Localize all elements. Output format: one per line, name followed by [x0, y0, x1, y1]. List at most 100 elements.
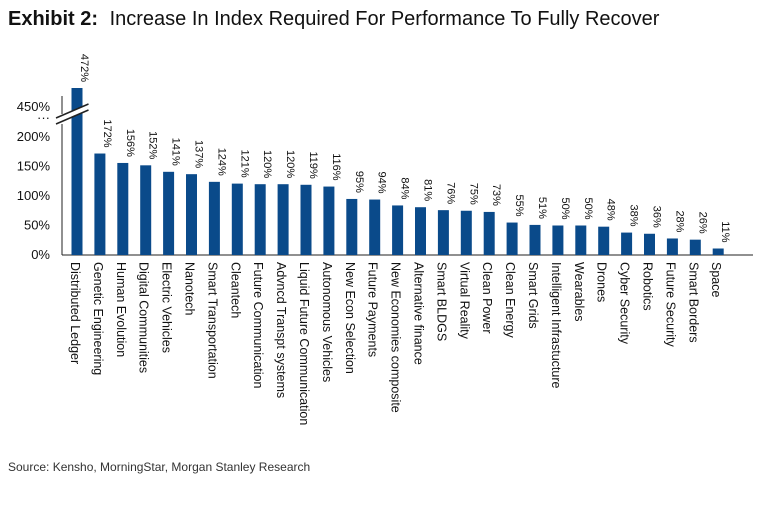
data-label: 48% [605, 199, 617, 221]
category-label: Autonomous Vehicles [320, 262, 334, 382]
category-label: Robotics [641, 262, 655, 311]
bar [552, 225, 564, 255]
y-tick-label: 150% [17, 159, 51, 174]
y-tick-label: ··· [37, 110, 50, 125]
category-label: Genetic Engineering [91, 262, 105, 375]
category-label: Electric Vehicles [160, 262, 174, 353]
category-label: Human Evolution [114, 262, 128, 357]
axis-break-gap [56, 104, 89, 124]
data-label: 137% [193, 140, 205, 168]
data-label: 152% [147, 131, 159, 159]
data-label: 172% [101, 119, 113, 147]
data-label: 124% [215, 148, 227, 176]
category-label: New Economies composite [389, 262, 403, 413]
y-tick-label: 50% [24, 218, 50, 233]
category-label: Wearables [572, 262, 586, 322]
category-label: Digital Communities [137, 262, 151, 373]
category-label: New Econ Selection [343, 262, 357, 374]
category-label: Intelligent Infrastucture [549, 262, 563, 389]
y-tick-label: 100% [17, 188, 51, 203]
category-label: Smart Borders [686, 262, 700, 343]
category-label: Nanotech [183, 262, 197, 316]
data-label: 116% [330, 153, 342, 181]
bar [460, 210, 472, 255]
title-text: Increase In Index Required For Performan… [109, 8, 660, 30]
axis-break-line [55, 109, 89, 125]
data-label: 141% [170, 138, 182, 166]
data-label: 55% [513, 195, 525, 217]
data-label: 119% [307, 151, 319, 179]
category-label: Cyber Security [618, 262, 632, 345]
category-label: Clean Energy [503, 262, 517, 338]
data-label: 95% [353, 171, 365, 193]
data-label: 51% [536, 197, 548, 219]
bar [140, 165, 152, 255]
source-note: Source: Kensho, MorningStar, Morgan Stan… [8, 460, 311, 474]
y-tick-label: 0% [31, 247, 50, 262]
bar [598, 226, 610, 255]
bar [117, 162, 129, 255]
data-label: 156% [124, 129, 136, 157]
bar [254, 184, 266, 255]
bar [644, 233, 655, 255]
bar [300, 184, 312, 255]
exhibit-label: Exhibit 2: [8, 8, 99, 30]
bar [483, 211, 495, 255]
y-tick-label: 200% [17, 129, 51, 144]
bar [231, 183, 243, 255]
bar [666, 238, 678, 255]
category-label: Advncd Transpt systems [274, 262, 288, 398]
category-label: Clean Power [480, 262, 494, 334]
data-label: 472% [78, 54, 90, 82]
category-label: Smart BLDGS [434, 262, 448, 341]
axis-break-line [55, 103, 89, 119]
bar [369, 199, 381, 255]
category-label: Distributed Ledger [68, 262, 82, 364]
data-label: 120% [261, 150, 273, 178]
category-label: Future Communication [251, 262, 265, 388]
chart-title: Exhibit 2: Increase In Index Required Fo… [8, 8, 659, 31]
bar [392, 205, 404, 255]
category-label: Alternative finance [412, 262, 426, 365]
bar [323, 186, 335, 255]
category-label: Virtual Reality [457, 262, 471, 340]
category-label: Cleantech [228, 262, 242, 318]
bar [437, 210, 449, 255]
bar [208, 181, 220, 255]
category-label: Liquid Future Communication [297, 262, 311, 425]
data-label: 50% [559, 197, 571, 219]
bar [277, 184, 289, 255]
data-label: 120% [284, 150, 296, 178]
bar [575, 225, 587, 255]
data-label: 75% [467, 183, 479, 205]
bar [163, 171, 175, 255]
category-label: Drones [595, 262, 609, 302]
data-label: 38% [628, 205, 640, 227]
data-label: 84% [399, 177, 411, 199]
category-label: Smart Grids [526, 262, 540, 329]
category-label: Space [709, 262, 723, 297]
bar [529, 224, 541, 255]
bar [186, 174, 197, 255]
y-tick-label: 450% [17, 99, 51, 114]
bar [415, 207, 426, 255]
bar [346, 198, 358, 255]
data-label: 26% [696, 212, 708, 234]
data-label: 11% [719, 221, 731, 242]
bar [506, 222, 518, 255]
bar [94, 153, 106, 255]
category-label: Smart Transportation [205, 262, 219, 379]
category-label: Future Payments [366, 262, 380, 357]
category-label: Future Security [663, 262, 677, 348]
bar [689, 239, 701, 255]
bar [71, 88, 83, 255]
data-label: 50% [582, 197, 594, 219]
data-label: 76% [444, 182, 456, 204]
data-label: 121% [238, 149, 250, 177]
data-label: 81% [422, 179, 434, 201]
data-label: 36% [651, 206, 663, 228]
data-label: 94% [376, 172, 388, 194]
data-label: 73% [490, 184, 502, 206]
data-label: 28% [673, 210, 685, 232]
